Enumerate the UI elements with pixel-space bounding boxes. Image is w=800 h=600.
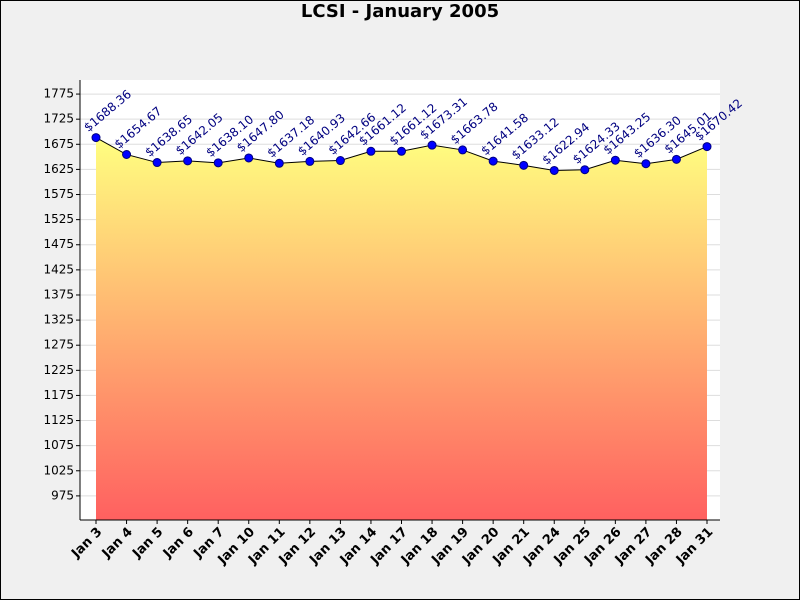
point xyxy=(366,146,376,156)
point xyxy=(335,156,345,166)
point xyxy=(397,146,406,156)
point xyxy=(213,158,223,168)
y-tick-label: 1675 xyxy=(43,137,74,151)
point xyxy=(488,156,498,166)
point xyxy=(244,153,254,163)
point xyxy=(549,165,559,175)
y-tick-label: 1225 xyxy=(43,363,74,377)
y-tick-label: 1375 xyxy=(43,287,74,301)
point xyxy=(427,140,437,150)
point xyxy=(91,133,101,143)
point xyxy=(702,142,712,152)
area xyxy=(96,137,707,521)
y-tick-label: 1575 xyxy=(43,187,74,201)
point xyxy=(458,145,468,155)
point xyxy=(671,154,681,164)
y-tick-label: 1525 xyxy=(43,212,74,226)
point xyxy=(152,158,162,168)
y-tick-label: 1175 xyxy=(43,388,74,402)
point xyxy=(641,159,651,169)
y-tick-label: 1425 xyxy=(43,262,74,276)
point xyxy=(580,165,590,175)
point xyxy=(519,160,529,170)
y-tick-label: 1125 xyxy=(43,413,74,427)
y-tick-label: 975 xyxy=(51,488,74,502)
y-tick-label: 1625 xyxy=(43,162,74,176)
point xyxy=(610,155,620,165)
point xyxy=(274,158,284,168)
chart-title: LCSI - January 2005 xyxy=(301,1,499,22)
y-tick-label: 1325 xyxy=(43,313,74,327)
point xyxy=(122,150,132,160)
point xyxy=(183,156,193,166)
y-tick-label: 1775 xyxy=(43,87,74,101)
y-tick-label: 1725 xyxy=(43,112,74,126)
y-tick-label: 1275 xyxy=(43,338,74,352)
y-tick-label: 1025 xyxy=(43,463,74,477)
y-tick-label: 1475 xyxy=(43,237,74,251)
point xyxy=(305,156,315,166)
y-tick-label: 1075 xyxy=(43,438,74,452)
